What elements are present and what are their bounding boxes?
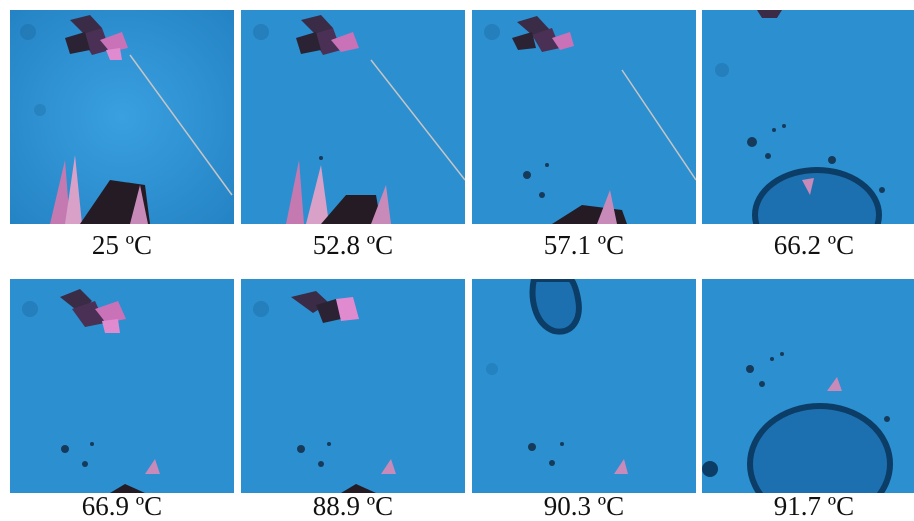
- micrograph-panel-8: [702, 279, 914, 493]
- micrograph-panel-2: [241, 10, 465, 224]
- micrograph-panel-5: [10, 279, 234, 493]
- panel-1-temperature: 25 ºC: [91, 230, 153, 260]
- micrograph-panel-4: [702, 10, 914, 224]
- crystal-flower: [296, 15, 359, 55]
- crystal-spikes: [286, 160, 391, 224]
- panel-6-temperature: 88.9 ºC: [312, 491, 394, 521]
- micrograph-panel-7: [472, 279, 696, 493]
- micrograph-panel-3: [472, 10, 696, 224]
- crystal-flower: [512, 16, 574, 52]
- melt-droplet: [529, 279, 582, 335]
- micrograph-panel-6: [241, 279, 465, 493]
- crystal-spikes: [50, 155, 150, 224]
- panel-8-temperature: 91.7 ºC: [773, 491, 855, 521]
- panel-2-temperature: 52.8 ºC: [312, 230, 394, 260]
- crystal-flower: [65, 15, 128, 60]
- crystal-remnant: [552, 190, 627, 224]
- panel-4-temperature: 66.2 ºC: [773, 230, 855, 260]
- melt-droplet: [752, 167, 882, 224]
- panel-5-temperature: 66.9 ºC: [81, 491, 163, 521]
- panel-3-temperature: 57.1 ºC: [543, 230, 625, 260]
- crystal-flower: [60, 289, 126, 333]
- micrograph-grid: 25 ºC 52.8 ºC: [10, 10, 914, 520]
- crystal-flower: [291, 291, 359, 323]
- micrograph-panel-1: [10, 10, 234, 224]
- melt-droplet: [747, 403, 893, 493]
- panel-7-temperature: 90.3 ºC: [543, 491, 625, 521]
